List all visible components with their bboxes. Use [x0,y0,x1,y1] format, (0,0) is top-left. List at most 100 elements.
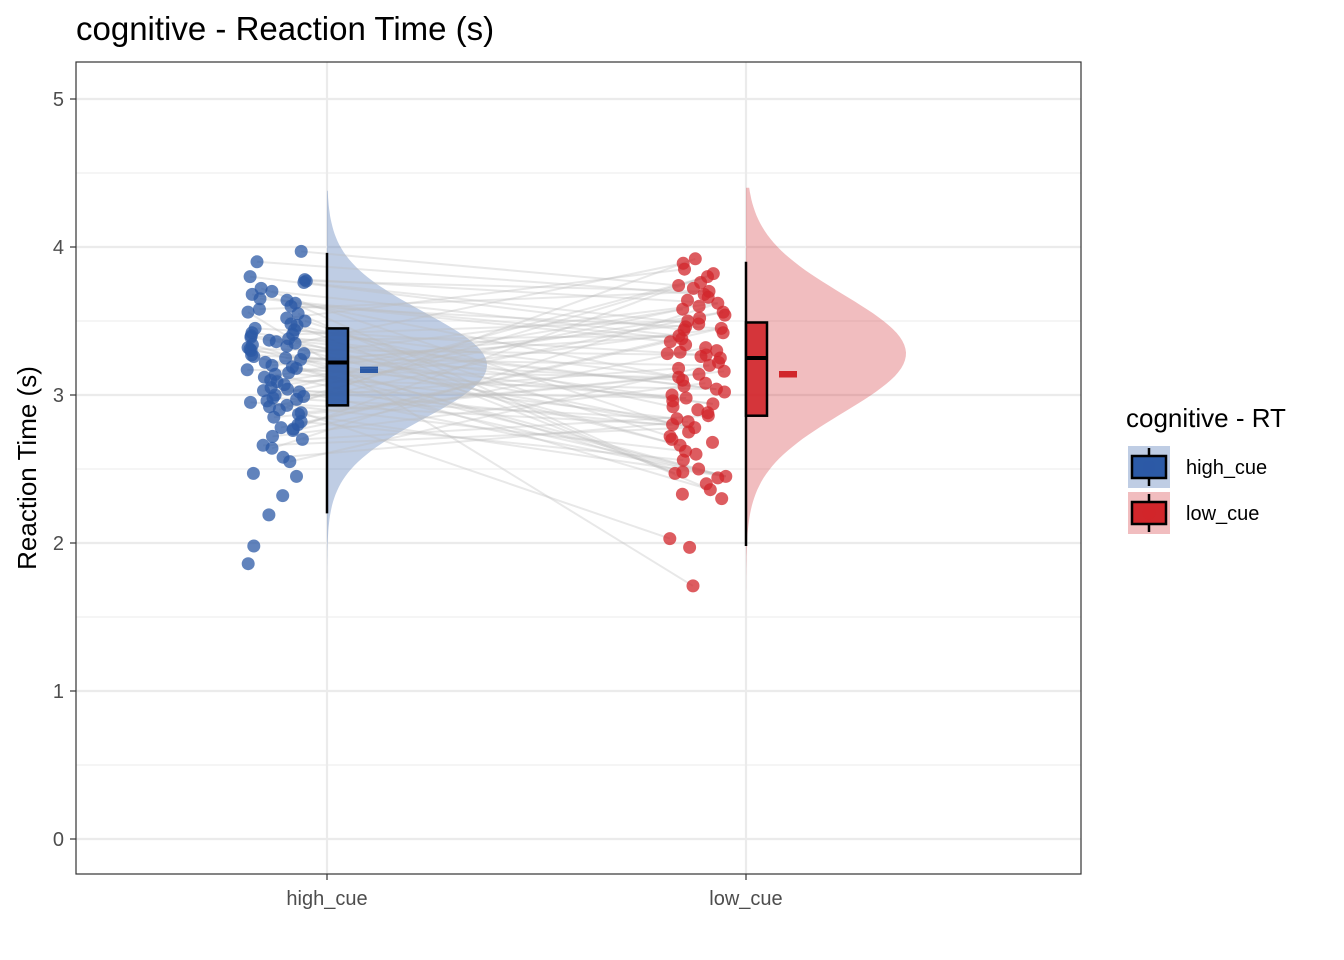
point-low_cue [717,364,731,378]
paired-line [294,328,679,379]
point-low_cue [679,391,693,405]
paired-line [259,290,710,311]
point-low_cue [706,435,719,449]
point-low_cue [668,466,682,480]
x-tick-label: low_cue [709,888,782,910]
paired-line [301,420,684,462]
y-tick-label: 1 [53,681,64,703]
paired-line [271,290,680,337]
point-low_cue [703,483,717,497]
paired-line [303,281,699,325]
density-high_cue [327,190,487,625]
point-low_cue [692,299,706,313]
point-low_cue [718,385,731,399]
paired-line [292,320,688,336]
point-high_cue [279,351,293,365]
point-high_cue [265,441,279,455]
point-low_cue [718,308,732,322]
point-low_cue [676,302,690,316]
point-low_cue [675,487,689,501]
paired-line [292,346,706,432]
density-low_cue [746,187,906,659]
paired-line [256,260,705,296]
paired-line [250,401,673,426]
paired-line [297,312,711,491]
paired-line [292,272,714,430]
point-low_cue [682,425,696,439]
point-low_cue [677,379,691,393]
box-low_cue [744,321,769,417]
plot-panel [76,62,1081,874]
point-low_cue [711,471,725,485]
paired-line [287,275,708,391]
x-axis: high_cue low_cue [286,874,783,910]
paired-line [271,302,719,450]
paired-line [251,354,683,382]
point-high_cue [266,429,279,443]
paired-line [284,327,722,386]
point-low_cue [686,281,700,295]
paired-line [259,297,682,340]
point-low_cue [692,462,706,476]
point-high_cue [295,432,309,446]
point-high_cue [243,270,257,284]
paired-line [288,337,681,447]
paired-line [274,373,727,478]
point-high_cue [253,292,267,306]
data-points [240,244,733,593]
point-high_cue [290,392,304,406]
paired-line [290,323,676,475]
point-low_cue [691,403,705,417]
paired-line [260,287,673,426]
point-low_cue [715,492,729,506]
paired-line [263,426,695,447]
point-low_cue [676,453,690,467]
legend-title: cognitive - RT [1126,403,1286,433]
paired-line [286,345,681,447]
paired-line [250,275,685,331]
point-high_cue [276,489,290,503]
point-high_cue [246,466,260,480]
paired-line [286,404,686,453]
point-high_cue [286,424,300,437]
plot-border [75,61,1082,875]
paired-line [247,368,679,379]
point-low_cue [678,262,691,276]
chart-title: cognitive - Reaction Time (s) [76,10,494,47]
point-low_cue [666,418,680,432]
point-low_cue [673,345,687,359]
paired-line [296,367,687,399]
paired-line [285,357,710,367]
point-high_cue [267,410,281,424]
point-high_cue [283,455,297,469]
point-low_cue [683,540,697,554]
point-high_cue [290,469,303,483]
point-low_cue [701,409,715,423]
point-low_cue [689,447,703,461]
point-low_cue [703,358,716,372]
point-high_cue [241,305,255,319]
legend-point [1142,460,1156,474]
y-tick-label: 3 [53,385,64,407]
paired-line [247,311,694,587]
legend: cognitive - RT high_cue low_cue [1126,403,1286,534]
paired-line [302,414,709,441]
point-low_cue [663,532,677,546]
paired-line [286,299,676,475]
paired-line [303,367,679,398]
paired-line [301,250,679,287]
paired-line [304,320,671,438]
point-low_cue [716,326,730,340]
paired-line [251,293,679,379]
paired-line [298,413,726,478]
point-high_cue [294,244,308,258]
paired-line [280,327,722,429]
point-low_cue [660,347,674,361]
paired-line [301,370,725,414]
paired-line [288,371,677,420]
point-high_cue [280,339,294,353]
legend-keys: high_cue low_cue [1128,446,1267,534]
paired-line [303,302,718,355]
paired-line [289,364,710,463]
paired-line [297,337,682,426]
